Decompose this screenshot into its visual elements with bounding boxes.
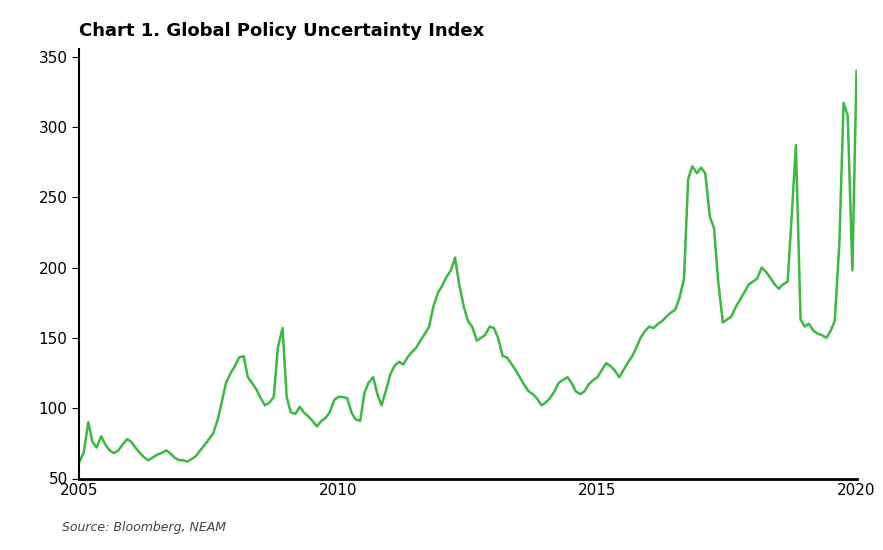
- Text: Source: Bloomberg, NEAM: Source: Bloomberg, NEAM: [62, 520, 226, 534]
- Text: Chart 1. Global Policy Uncertainty Index: Chart 1. Global Policy Uncertainty Index: [79, 21, 485, 40]
